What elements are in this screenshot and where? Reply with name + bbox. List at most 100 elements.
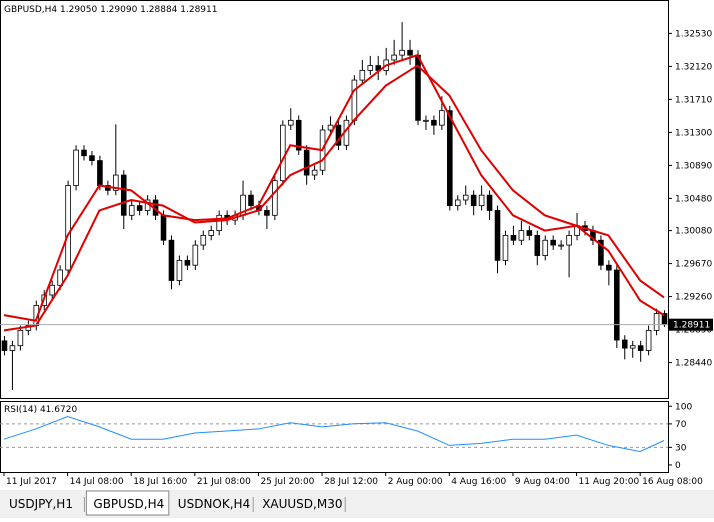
candle-body [216,214,222,231]
candle-body [367,65,374,71]
candle-body [526,230,533,236]
x-tick-label: 2 Aug 00:00 [388,477,443,487]
x-tick-label: 4 Aug 16:00 [451,477,506,487]
y-tick-label: 1.31710 [675,95,712,105]
candle-body [542,239,549,256]
candle-body [614,269,620,341]
candle-body [17,329,24,347]
candle-body [97,160,103,186]
y-tick-label: 1.29260 [675,293,712,303]
candle-body [598,239,604,266]
candle-body [606,264,612,271]
tab-label[interactable]: USDNOK,H4 [178,497,250,511]
candle-body [534,235,541,256]
candle-body [120,174,127,216]
candle-body [49,284,55,296]
candle-body [168,239,175,281]
y-tick-label: 1.28440 [675,359,712,369]
candle-body [494,210,501,261]
candle-body [454,199,461,207]
candle-body [176,259,183,281]
y-tick-label: 1.30480 [675,194,712,204]
candle-body [351,79,358,121]
candle-body [160,214,167,241]
candle-body [89,155,95,161]
y-tick-label: 1.29670 [675,260,712,270]
candle-body [303,149,310,176]
y-tick-label: 0 [675,461,681,471]
candle-body [200,235,207,246]
x-tick-label: 11 Aug 20:00 [579,477,640,487]
y-tick-label: 1.30890 [675,161,712,171]
candle-body [248,194,254,207]
x-tick-label: 25 Jul 20:00 [260,477,314,487]
candle-body [280,124,286,182]
info-line: GBPUSD,H4 1.29050 1.29090 1.28884 1.2891… [4,5,217,15]
tab-label[interactable]: GBPUSD,H4 [93,497,164,511]
tab-label[interactable]: XAUUSD,M30 [262,497,342,511]
rsi-panel-frame [0,401,669,473]
candle-body [431,119,437,126]
y-tick-label: 1.31300 [675,128,712,138]
x-tick-label: 14 Jul 08:00 [70,477,124,487]
candle-body [57,269,63,286]
candle-body [407,49,413,56]
candle-body [462,194,469,201]
last-price-box [669,318,713,331]
candle-body [645,329,652,351]
y-tick-label: 30 [675,443,687,453]
candle-body [518,230,525,241]
y-tick-label: 1.32120 [675,62,712,72]
last-price-label: 1.28911 [673,321,710,331]
candle-body [359,70,366,81]
candle-body [502,235,509,261]
candle-body [264,210,270,216]
tab[interactable] [170,494,254,514]
candle-body [629,345,636,349]
y-tick-label: 70 [675,420,687,430]
x-tick-label: 28 Jul 12:00 [324,477,378,487]
y-tick-label: 1.30080 [675,227,712,237]
candle-body [136,205,143,211]
candle-body [653,313,660,331]
tab[interactable] [255,494,346,514]
price-chart: 1.32530 1.32120 1.31710 1.31300 1.30890 1.304… [0,22,713,390]
x-tick-label: 11 Jul 2017 [6,477,57,487]
candle-body [208,230,215,236]
candle-body [439,110,445,126]
candle-body [73,149,79,186]
candle-body [486,194,493,211]
tab-label[interactable]: USDJPY,H1 [9,497,73,511]
candle-body [65,185,71,271]
candle-body [399,49,405,56]
candle-body [478,194,485,207]
candle-body [423,119,429,122]
candle-body [637,345,644,351]
rsi-chart: 100 70 30 0 [0,402,692,471]
rsi-line [3,416,665,453]
y-tick-label: 100 [675,402,692,412]
candle-body [184,259,191,266]
candle-body [81,149,87,157]
candle-body [510,235,517,241]
candle-body [295,119,302,151]
candle-body [272,180,278,216]
candle-body [550,239,556,246]
candle-body [192,244,199,266]
candle-body [470,194,477,207]
candle-body [558,244,564,247]
tabs: USDJPY,H1 GBPUSD,H4 USDNOK,H4 XAUUSD,M30 [2,490,346,516]
candle-body [566,235,572,246]
moving-average [3,64,665,332]
tab[interactable] [85,490,170,516]
candle-body [9,345,16,351]
candle-body [621,339,628,349]
candle-body [327,124,334,131]
candle-body [128,205,135,216]
candle-body [287,119,294,126]
x-tick-label: 18 Jul 16:00 [133,477,187,487]
x-tick-label: 21 Jul 08:00 [197,477,251,487]
tab[interactable] [2,494,85,514]
